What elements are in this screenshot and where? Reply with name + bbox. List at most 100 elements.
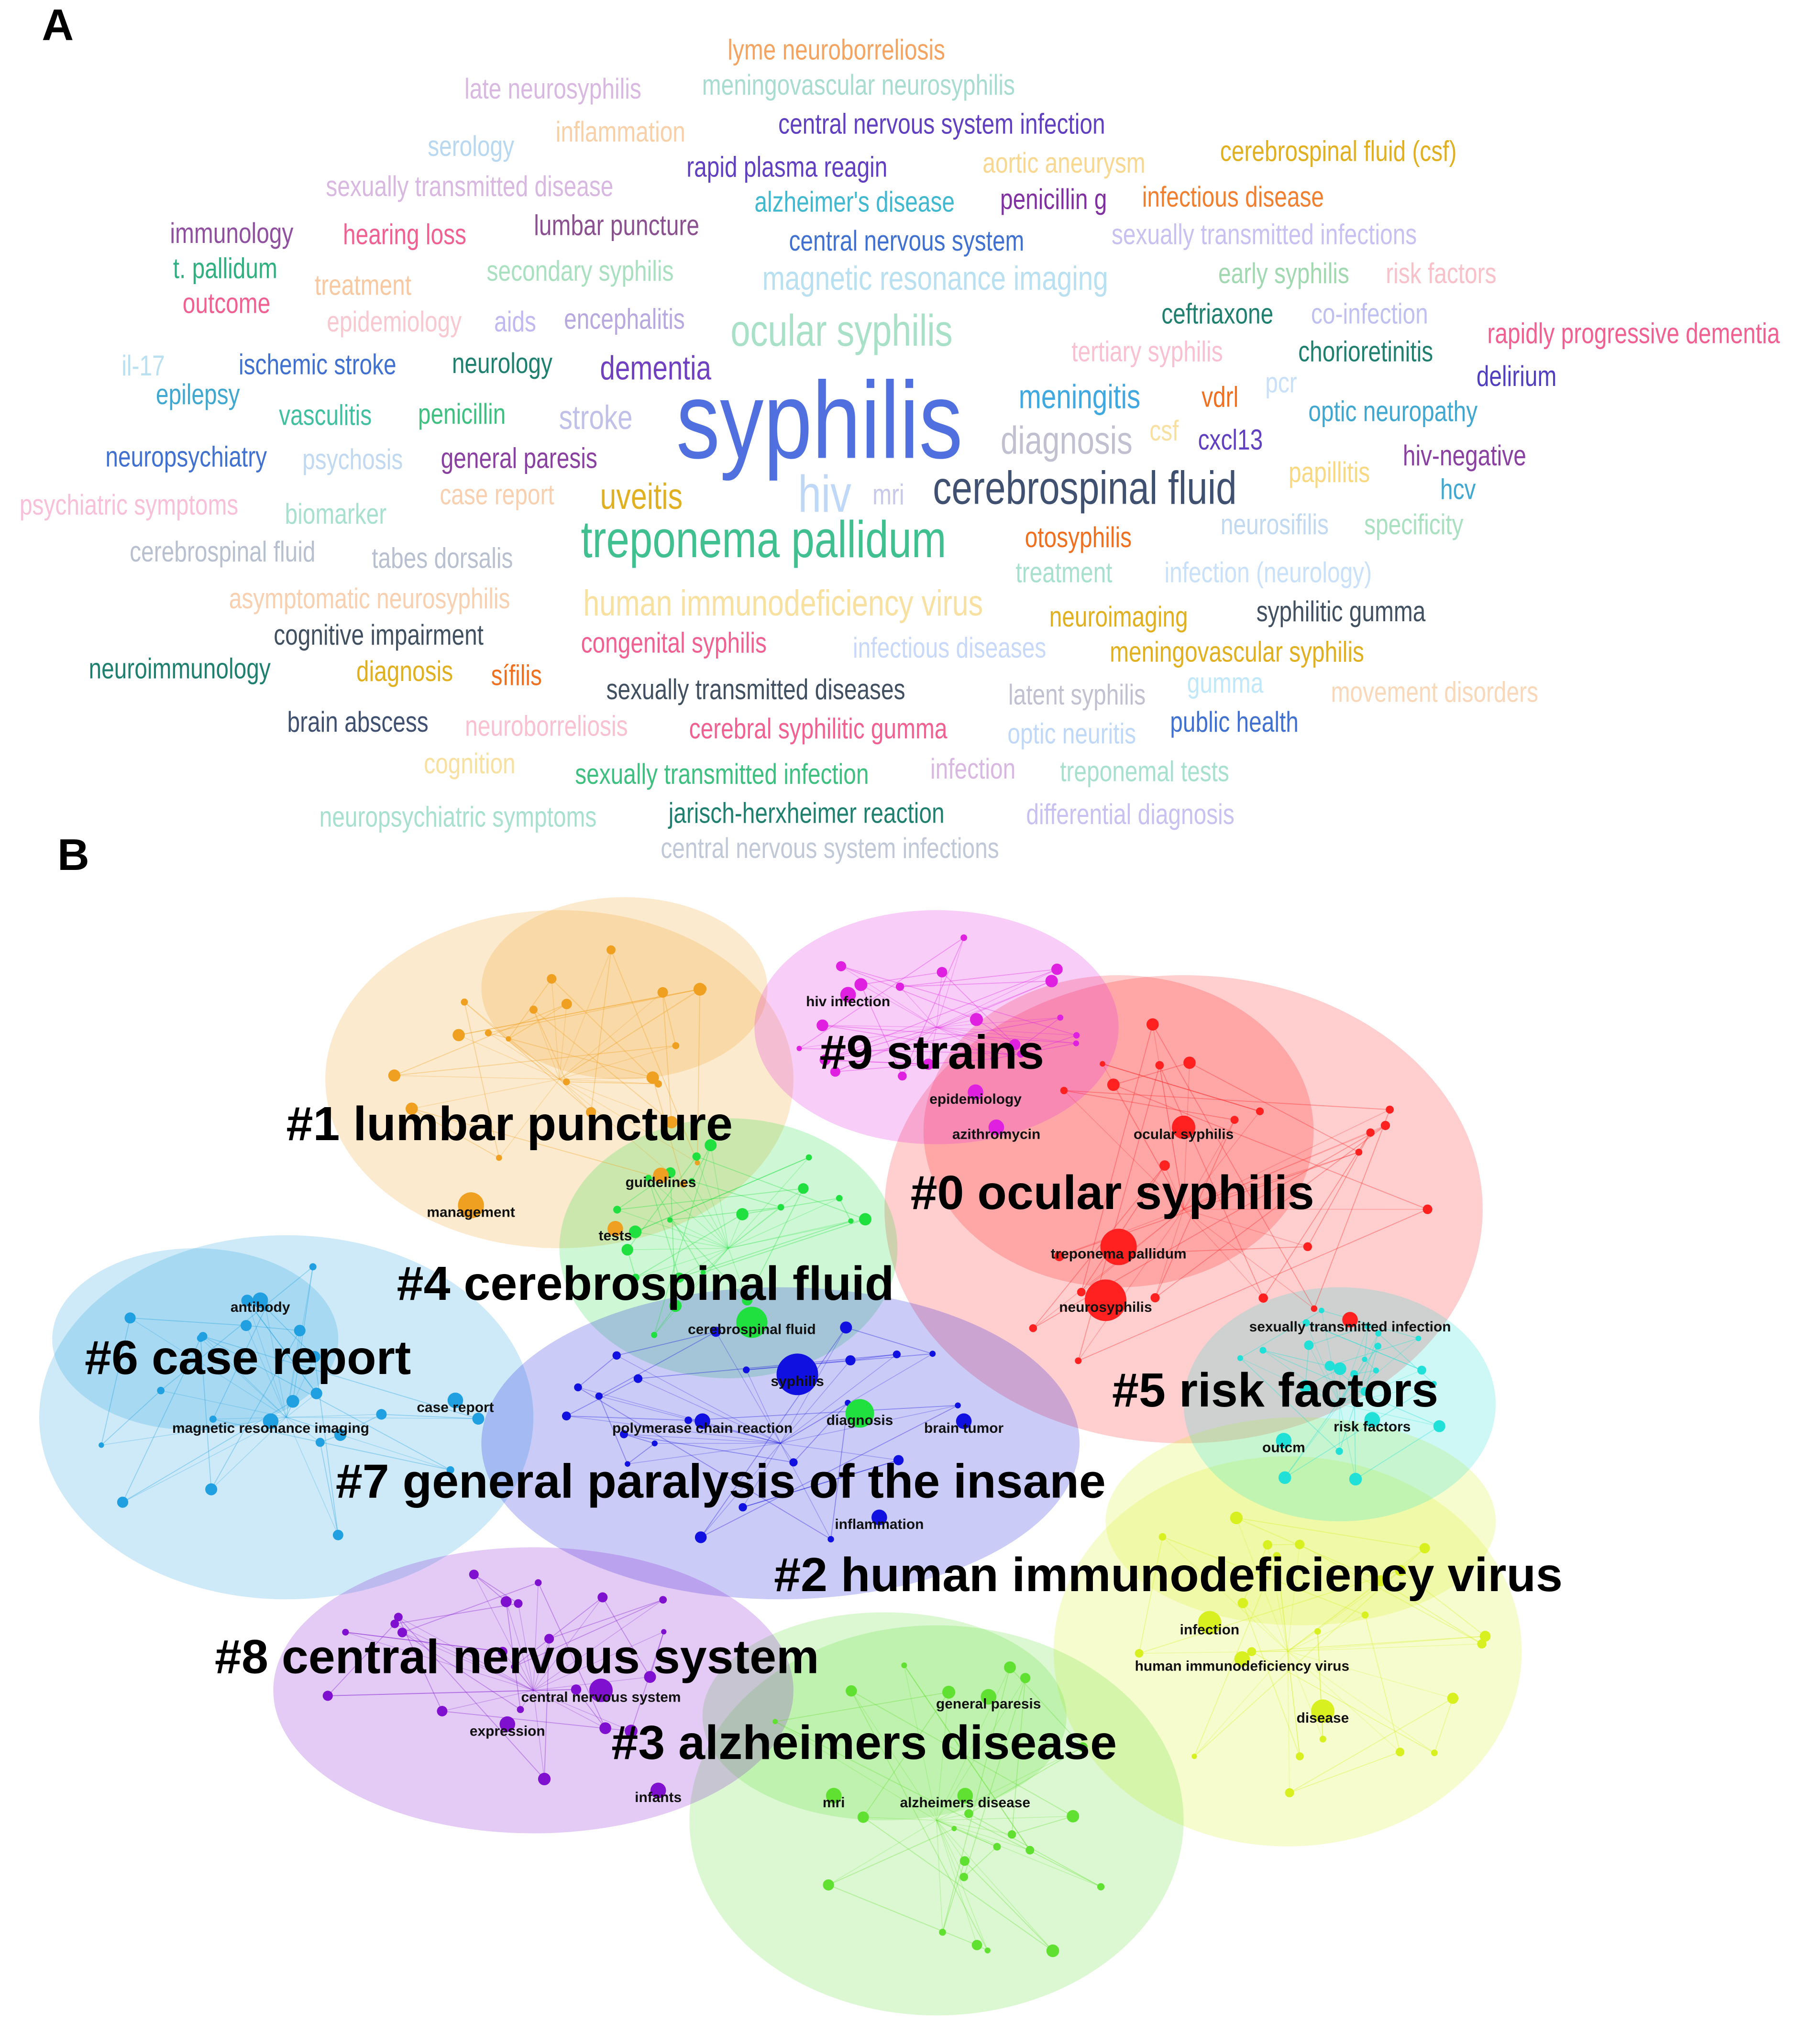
edge <box>533 1599 663 1691</box>
edge <box>211 1417 287 1490</box>
node <box>1172 1115 1196 1139</box>
node-label: general paresis <box>936 1696 1041 1712</box>
node <box>1230 1511 1243 1525</box>
word: cerebrospinal fluid <box>130 536 315 568</box>
node-label: neurosyphilis <box>1059 1299 1152 1315</box>
node <box>692 1152 701 1161</box>
edge <box>1321 1310 1340 1405</box>
edge <box>247 1300 317 1394</box>
edge <box>793 1402 849 1463</box>
word: infection (neurology) <box>1165 557 1372 589</box>
edge <box>533 1009 560 1079</box>
edge <box>498 1079 560 1158</box>
edge <box>1313 1109 1390 1309</box>
edge <box>1262 1350 1340 1405</box>
edge <box>1152 1024 1315 1309</box>
node <box>1017 1050 1025 1058</box>
node <box>1360 1387 1369 1396</box>
node-label: ocular syphilis <box>1134 1126 1234 1142</box>
node <box>405 1102 418 1115</box>
word: public health <box>1170 706 1299 738</box>
edge <box>463 1002 500 1158</box>
word: neuropsychiatric symptoms <box>320 802 597 833</box>
cluster-area <box>325 910 794 1249</box>
edge <box>1155 1125 1386 1298</box>
node <box>1431 1749 1438 1757</box>
edge <box>936 1820 955 1829</box>
word: case report <box>440 479 554 510</box>
node <box>1342 1312 1358 1328</box>
edge <box>1364 1615 1400 1752</box>
edge <box>1276 1556 1288 1652</box>
word: neurology <box>452 348 552 379</box>
edge <box>559 1077 653 1080</box>
edge <box>1183 1109 1390 1210</box>
word: cerebrospinal fluid (csf) <box>1220 136 1457 167</box>
node <box>469 1570 479 1580</box>
node <box>632 1274 639 1282</box>
node-label: human immunodeficiency virus <box>1135 1658 1349 1674</box>
node <box>633 1374 643 1383</box>
edge <box>1355 1426 1440 1480</box>
node <box>1380 1121 1390 1130</box>
edge <box>1306 1322 1340 1405</box>
node-label: alzheimers disease <box>900 1795 1031 1811</box>
edge <box>1251 1636 1486 1652</box>
edge <box>488 1033 560 1080</box>
edge <box>1287 1651 1400 1753</box>
node <box>871 1509 887 1526</box>
word: cognitive impairment <box>274 619 484 651</box>
edge <box>520 1690 534 1710</box>
edge <box>860 984 937 1028</box>
edge <box>210 1330 300 1490</box>
node <box>820 1054 831 1066</box>
word: rapidly progressive dementia <box>1487 318 1780 349</box>
node-label: outcm <box>1262 1440 1305 1456</box>
node <box>1097 1883 1105 1890</box>
edge <box>841 966 937 1028</box>
edge <box>860 984 903 1077</box>
node <box>836 961 847 971</box>
node <box>1020 1673 1031 1683</box>
word: aids <box>494 306 536 338</box>
edge <box>559 1078 672 1123</box>
edge <box>691 1145 711 1182</box>
node <box>1477 1639 1487 1649</box>
cluster-area <box>1053 1456 1522 1846</box>
edge <box>936 1820 1053 1951</box>
node <box>1078 1742 1088 1752</box>
edge <box>464 1001 560 1080</box>
word: meningovascular neurosyphilis <box>702 69 1015 101</box>
edge <box>635 1231 729 1249</box>
node <box>1230 1116 1239 1124</box>
node <box>857 1811 869 1823</box>
edge <box>825 1017 1060 1060</box>
word: infection <box>930 753 1015 785</box>
word: syphilitic gumma <box>1257 596 1426 627</box>
edge <box>624 1434 794 1463</box>
node <box>607 1220 623 1237</box>
node <box>669 1299 682 1312</box>
node <box>1146 1018 1159 1031</box>
word: infectious diseases <box>853 632 1046 664</box>
word: neuropsychiatry <box>105 441 267 473</box>
node <box>695 1531 707 1543</box>
edge <box>506 1602 521 1710</box>
edge <box>598 1396 628 1464</box>
node <box>1247 1647 1257 1657</box>
edge <box>1284 1346 1378 1478</box>
edge <box>1183 1209 1308 1247</box>
edge <box>851 1691 937 1821</box>
word: neuroimaging <box>1049 601 1188 633</box>
node <box>1073 1040 1080 1046</box>
edge <box>835 1058 995 1072</box>
node <box>1100 1061 1105 1067</box>
edge <box>1287 1615 1366 1652</box>
word: human immunodeficiency virus <box>583 583 983 624</box>
edge <box>533 1582 539 1691</box>
edge <box>1306 1322 1422 1371</box>
edge <box>590 950 612 1112</box>
word: psychosis <box>302 444 403 475</box>
edge <box>1183 1125 1386 1210</box>
word: hiv <box>798 465 851 523</box>
